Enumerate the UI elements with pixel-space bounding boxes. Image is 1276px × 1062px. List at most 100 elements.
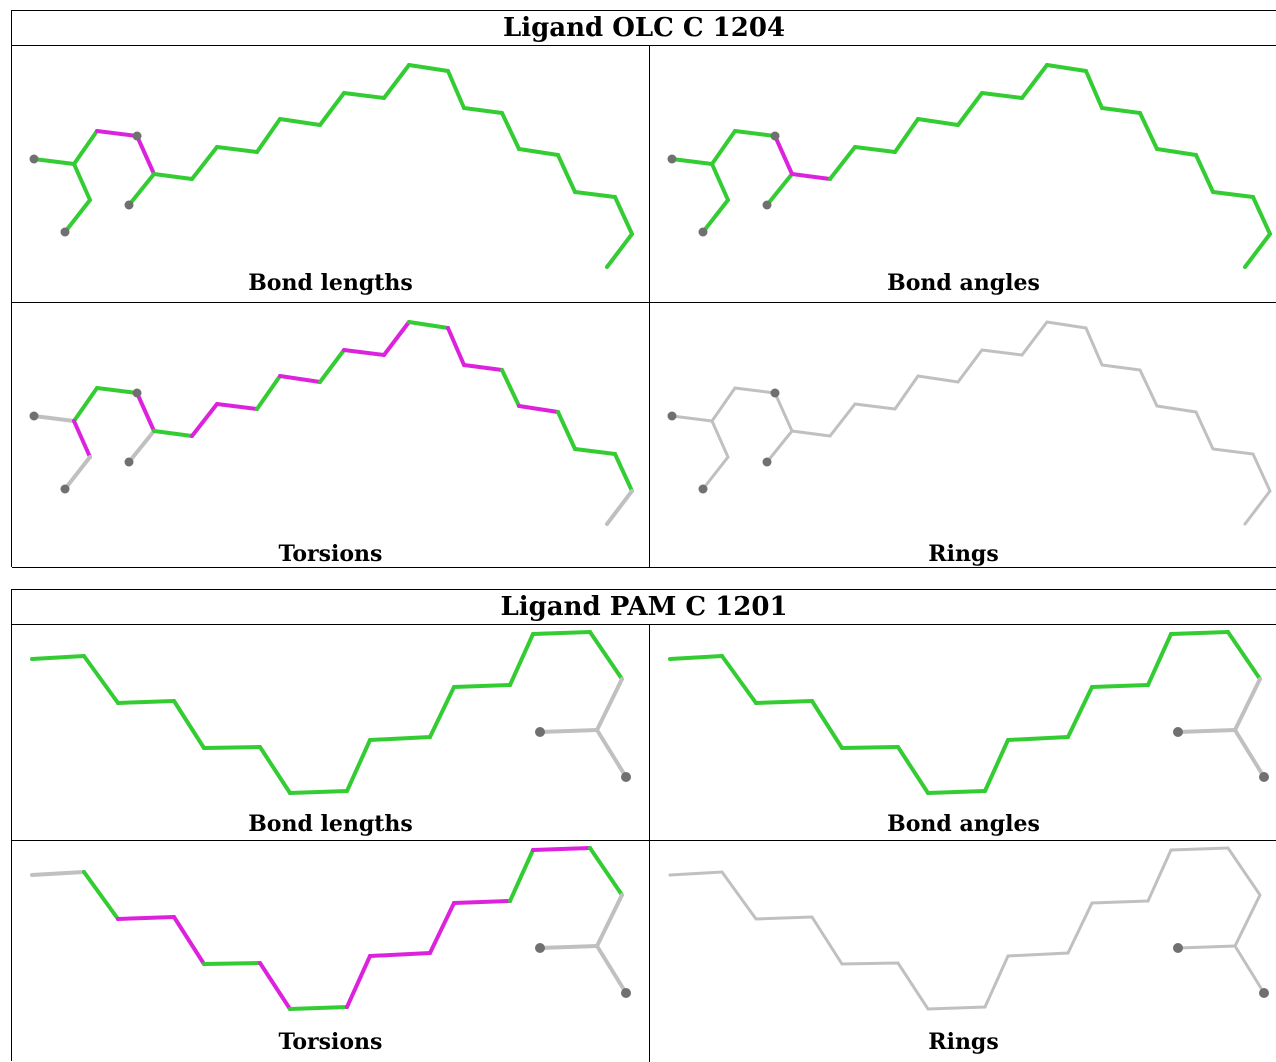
panel-caption: Torsions (278, 541, 383, 567)
atom (621, 772, 631, 782)
bond (517, 404, 560, 414)
bond (595, 728, 628, 779)
bond (1138, 111, 1159, 151)
bond (258, 961, 292, 1011)
panel-caption: Bond angles (887, 270, 1040, 296)
atom (762, 200, 772, 210)
bond (1243, 232, 1272, 269)
bond (896, 745, 930, 795)
bond (790, 172, 832, 181)
bond (754, 699, 814, 705)
bond (452, 899, 512, 905)
atom (1259, 772, 1269, 782)
bond (368, 951, 432, 958)
bond (368, 735, 432, 742)
bond (613, 452, 634, 493)
olc-rings-view (667, 320, 1272, 526)
bond (983, 738, 1010, 793)
ligand-table-olc: Ligand OLC C 1204 (11, 10, 1276, 568)
bond (573, 447, 617, 456)
bond (255, 374, 282, 411)
panel-caption: Bond lengths (248, 811, 413, 837)
bond (701, 419, 730, 491)
bond (135, 134, 156, 176)
bond (733, 129, 777, 138)
atom (124, 457, 134, 467)
bond (538, 944, 599, 950)
bond (1020, 63, 1049, 100)
bond (255, 117, 282, 154)
bond (202, 745, 262, 750)
bond (765, 172, 794, 207)
bond (407, 63, 450, 73)
bond (382, 63, 411, 100)
panel-caption: Rings (928, 1029, 999, 1055)
atom (667, 411, 677, 421)
bond (32, 414, 76, 423)
bond (595, 677, 624, 732)
bond (342, 91, 386, 100)
bond (980, 91, 1024, 100)
bond (710, 162, 730, 202)
table-title: Ligand PAM C 1201 (12, 590, 1276, 625)
bond (446, 326, 466, 367)
olc-bond-lengths-view (29, 63, 634, 269)
bond (531, 630, 592, 636)
bond (556, 153, 577, 194)
bond (1066, 685, 1094, 739)
bond (500, 111, 521, 151)
atom (770, 131, 780, 141)
bond (135, 391, 156, 433)
bond (407, 320, 450, 330)
panel-caption: Rings (928, 541, 999, 567)
bond (116, 699, 176, 705)
bond (428, 685, 456, 739)
pam-rings-view (668, 846, 1269, 1011)
bond (82, 654, 120, 705)
bond (1211, 190, 1255, 199)
bond (710, 129, 737, 166)
atom (698, 227, 708, 237)
bond (595, 893, 624, 948)
bond (1100, 106, 1142, 115)
bond (588, 630, 624, 681)
bond (668, 846, 1262, 1011)
bond (278, 117, 322, 127)
atom (535, 727, 545, 737)
bond (127, 172, 156, 207)
bond (127, 429, 156, 464)
bond (828, 145, 857, 181)
bond (452, 683, 512, 689)
bond (382, 320, 411, 357)
atom (762, 457, 772, 467)
bond (342, 348, 386, 357)
panel-bond-lengths: Bond lengths (12, 625, 650, 841)
bond (72, 129, 99, 166)
bond (926, 789, 987, 795)
table-title: Ligand OLC C 1204 (12, 11, 1276, 46)
atom (1173, 943, 1183, 953)
atom (29, 411, 39, 421)
panel-torsions: Torsions (12, 841, 650, 1062)
bond (1090, 683, 1150, 689)
bond (893, 117, 920, 154)
pam-torsions-view (30, 846, 631, 1011)
bond (670, 157, 714, 166)
bond (573, 190, 617, 199)
bond (605, 489, 634, 526)
pam-bond-lengths-view (30, 630, 631, 795)
atom (621, 988, 631, 998)
bond (30, 654, 86, 661)
panel-rings: Rings (650, 841, 1276, 1062)
bond (840, 745, 900, 750)
bond (202, 961, 262, 966)
bond (152, 172, 194, 181)
atom (132, 388, 142, 398)
bond (1006, 735, 1070, 742)
bond (853, 145, 897, 154)
bond (1176, 728, 1237, 734)
atom (124, 200, 134, 210)
bond (318, 348, 346, 384)
atom (29, 154, 39, 164)
bond (538, 728, 599, 734)
